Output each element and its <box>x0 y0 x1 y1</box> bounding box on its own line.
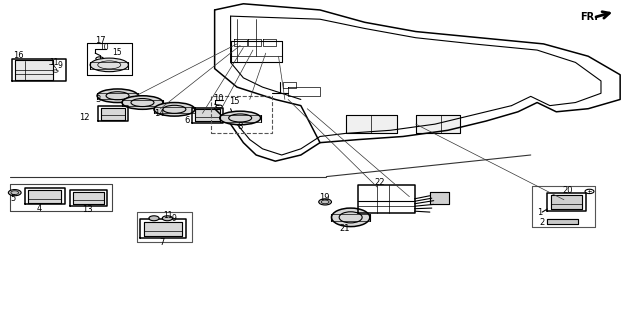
Text: 9: 9 <box>58 61 63 70</box>
Text: 10: 10 <box>213 94 224 103</box>
Text: 19: 19 <box>319 193 329 202</box>
Circle shape <box>319 199 332 205</box>
Text: 5: 5 <box>10 194 15 203</box>
Text: 4: 4 <box>36 204 42 213</box>
Polygon shape <box>430 192 449 204</box>
Text: 6: 6 <box>184 116 190 125</box>
Polygon shape <box>98 106 129 121</box>
Polygon shape <box>140 219 186 238</box>
Ellipse shape <box>220 111 260 125</box>
Polygon shape <box>70 190 107 206</box>
Ellipse shape <box>97 89 138 103</box>
Polygon shape <box>346 115 397 133</box>
Text: 8: 8 <box>237 122 243 131</box>
Polygon shape <box>192 108 223 122</box>
Polygon shape <box>358 185 415 213</box>
Ellipse shape <box>90 58 129 72</box>
Polygon shape <box>547 193 586 211</box>
Text: 11: 11 <box>49 58 59 67</box>
Circle shape <box>332 208 370 227</box>
Text: 7: 7 <box>159 237 164 246</box>
Text: 10: 10 <box>100 43 109 52</box>
Text: 15: 15 <box>229 97 240 106</box>
Text: 16: 16 <box>13 51 24 60</box>
Polygon shape <box>547 219 578 224</box>
Text: 21: 21 <box>339 224 349 232</box>
Text: 15: 15 <box>113 48 122 57</box>
Text: 1: 1 <box>537 208 542 217</box>
Polygon shape <box>551 194 582 209</box>
Text: 22: 22 <box>374 178 385 187</box>
Circle shape <box>8 189 21 196</box>
Text: 17: 17 <box>95 36 106 45</box>
Text: 3: 3 <box>95 95 100 104</box>
Circle shape <box>149 216 159 221</box>
Polygon shape <box>25 188 65 204</box>
Polygon shape <box>15 60 53 80</box>
Polygon shape <box>101 108 125 120</box>
Text: 11: 11 <box>163 211 172 220</box>
Polygon shape <box>230 41 282 62</box>
Text: 9: 9 <box>172 214 177 223</box>
Polygon shape <box>144 222 182 237</box>
Polygon shape <box>195 109 220 121</box>
Polygon shape <box>87 43 132 75</box>
Polygon shape <box>416 115 461 133</box>
Text: 13: 13 <box>82 206 93 215</box>
Ellipse shape <box>122 96 163 109</box>
Text: 2: 2 <box>539 218 544 227</box>
Polygon shape <box>12 59 67 81</box>
Text: FR.: FR. <box>580 12 598 22</box>
Text: 12: 12 <box>79 113 89 122</box>
Polygon shape <box>73 192 104 204</box>
Text: 20: 20 <box>562 186 572 195</box>
Text: 14: 14 <box>154 109 164 118</box>
Circle shape <box>163 216 173 221</box>
Ellipse shape <box>154 103 195 116</box>
Polygon shape <box>28 190 61 203</box>
